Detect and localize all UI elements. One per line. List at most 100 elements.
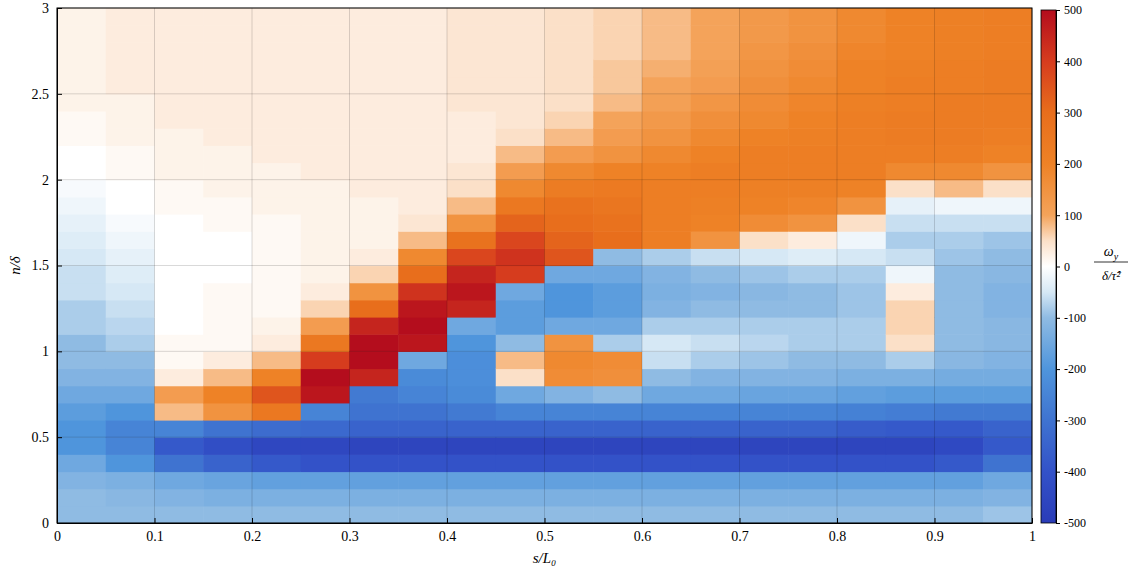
cell — [545, 77, 594, 95]
tick: 0.9 — [926, 518, 944, 544]
cell — [886, 94, 935, 112]
cell — [106, 317, 155, 335]
cell — [593, 472, 642, 490]
cell — [106, 111, 155, 129]
cell — [642, 248, 691, 266]
cell — [593, 145, 642, 163]
cell — [935, 8, 984, 26]
cell — [788, 145, 837, 163]
cell — [106, 197, 155, 215]
cell — [837, 283, 886, 301]
cell — [350, 111, 399, 129]
cell — [301, 111, 350, 129]
tick-label: 400 — [1064, 55, 1082, 69]
cell — [935, 180, 984, 198]
cell — [691, 248, 740, 266]
cell — [642, 231, 691, 249]
cell — [935, 317, 984, 335]
cell — [447, 77, 496, 95]
cell — [935, 420, 984, 438]
cell — [496, 369, 545, 387]
cell — [350, 128, 399, 146]
cell — [57, 351, 106, 369]
cell — [301, 248, 350, 266]
cell — [788, 214, 837, 232]
tick-label: 0.7 — [731, 529, 749, 544]
cell — [788, 283, 837, 301]
cell — [155, 300, 204, 318]
cell — [155, 231, 204, 249]
cell — [593, 266, 642, 284]
tick: 0.2 — [244, 518, 262, 544]
cell — [57, 231, 106, 249]
cell — [642, 111, 691, 129]
cell — [886, 197, 935, 215]
cell — [447, 111, 496, 129]
cell — [935, 300, 984, 318]
cell — [252, 197, 301, 215]
cell — [496, 111, 545, 129]
cell — [545, 386, 594, 404]
cell — [691, 231, 740, 249]
cell — [57, 317, 106, 335]
cell — [496, 317, 545, 335]
cell — [155, 145, 204, 163]
cell — [155, 506, 204, 523]
cell — [642, 180, 691, 198]
cell — [203, 386, 252, 404]
cell — [593, 60, 642, 78]
cell — [740, 386, 789, 404]
cell — [155, 214, 204, 232]
cell — [447, 420, 496, 438]
colorbar-title: ωy — [1104, 244, 1119, 262]
cell — [57, 489, 106, 507]
cell — [301, 180, 350, 198]
cell — [447, 180, 496, 198]
cell — [886, 489, 935, 507]
cell — [983, 369, 1032, 387]
cell — [496, 180, 545, 198]
cell — [691, 163, 740, 181]
cell — [886, 454, 935, 472]
cell — [788, 180, 837, 198]
tick: -500 — [1056, 516, 1086, 530]
cell — [398, 77, 447, 95]
cell — [252, 266, 301, 284]
cell — [837, 403, 886, 421]
cell — [788, 197, 837, 215]
cell — [788, 266, 837, 284]
cell — [837, 231, 886, 249]
cell — [642, 506, 691, 523]
cell — [886, 506, 935, 523]
cell — [740, 283, 789, 301]
heatmap — [57, 8, 1032, 523]
tick: 500 — [1056, 3, 1082, 17]
cell — [837, 506, 886, 523]
cell — [57, 145, 106, 163]
cell — [252, 369, 301, 387]
cell — [57, 77, 106, 95]
cell — [886, 369, 935, 387]
tick-label: 0 — [1064, 260, 1070, 274]
tick-label: 0 — [54, 529, 61, 544]
cell — [935, 145, 984, 163]
cell — [106, 94, 155, 112]
cell — [593, 386, 642, 404]
cell — [983, 145, 1032, 163]
cell — [203, 214, 252, 232]
tick-mark — [837, 518, 838, 523]
cell — [691, 77, 740, 95]
cell — [350, 248, 399, 266]
cell — [545, 420, 594, 438]
cell — [691, 60, 740, 78]
cell — [691, 351, 740, 369]
cell — [983, 334, 1032, 352]
tick: 0.7 — [731, 518, 749, 544]
cell — [252, 111, 301, 129]
cell — [350, 163, 399, 181]
cell — [788, 300, 837, 318]
cell — [155, 472, 204, 490]
cell — [545, 334, 594, 352]
cell — [935, 248, 984, 266]
cell — [788, 25, 837, 43]
